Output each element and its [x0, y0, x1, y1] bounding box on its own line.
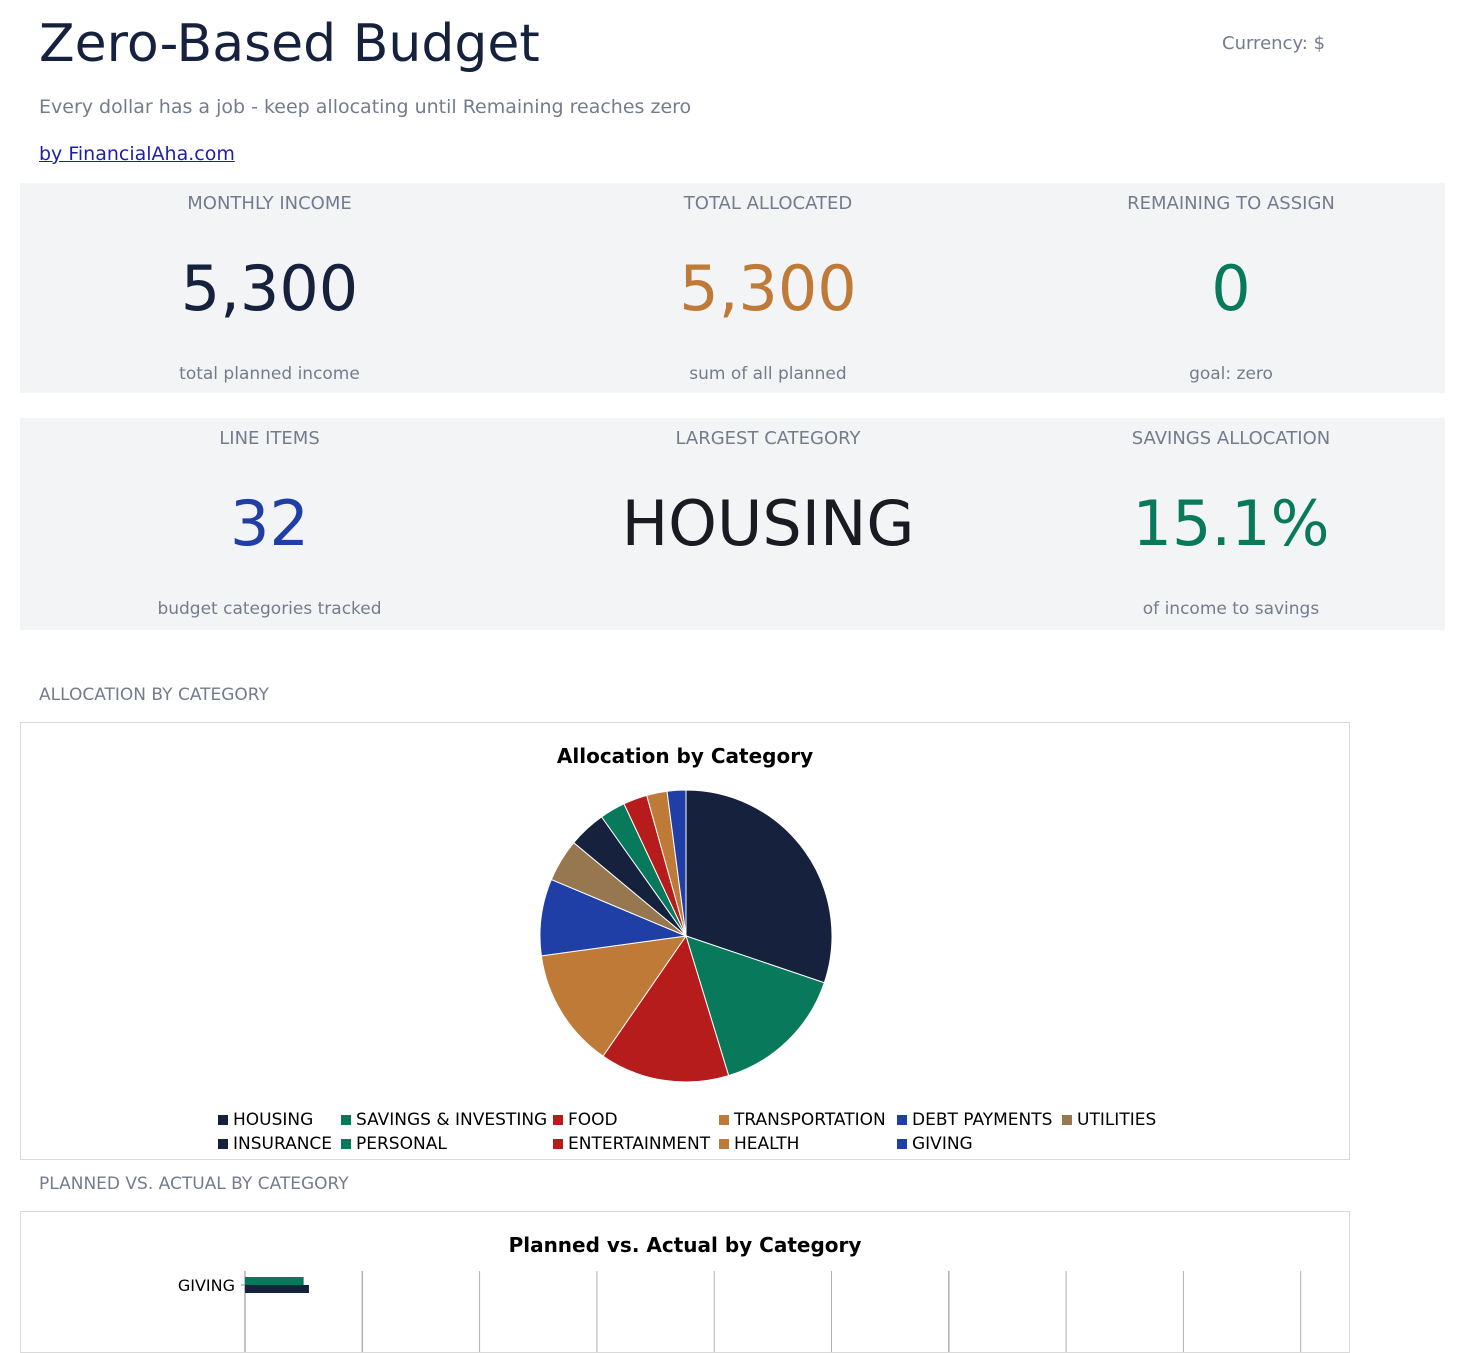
kpi-note: budget categories tracked — [157, 599, 382, 619]
kpi-label: LARGEST CATEGORY — [675, 428, 861, 449]
planned-vs-actual-chart: Planned vs. Actual by Category GIVING — [20, 1211, 1350, 1353]
bar-series-1 — [245, 1277, 304, 1285]
page-title: Zero-Based Budget — [39, 14, 540, 74]
kpi-value: 5,300 — [679, 252, 857, 325]
kpi-label: TOTAL ALLOCATED — [683, 193, 853, 214]
legend-item: ENTERTAINMENT — [553, 1134, 710, 1154]
legend-swatch — [897, 1115, 907, 1125]
legend-label: SAVINGS & INVESTING — [356, 1110, 548, 1130]
legend-swatch — [897, 1139, 907, 1149]
legend-item: TRANSPORTATION — [719, 1110, 886, 1130]
kpi-label: REMAINING TO ASSIGN — [1127, 193, 1335, 214]
kpi-note: sum of all planned — [689, 364, 847, 384]
legend-swatch — [1062, 1115, 1072, 1125]
kpi-value: 5,300 — [180, 252, 359, 325]
pie-slice-housing — [685, 789, 833, 984]
section-label-allocation: ALLOCATION BY CATEGORY — [39, 685, 269, 705]
legend-label: HOUSING — [233, 1110, 314, 1130]
legend-swatch — [341, 1115, 351, 1125]
kpi-value: 15.1% — [1132, 487, 1330, 560]
legend-label: FOOD — [568, 1110, 618, 1130]
legend-swatch — [218, 1139, 228, 1149]
kpi-row-summary: MONTHLY INCOME 5,300 total planned incom… — [20, 183, 1445, 393]
kpi-monthly-income: MONTHLY INCOME 5,300 total planned incom… — [20, 183, 519, 393]
bar-series-2 — [245, 1285, 309, 1293]
kpi-value: 32 — [230, 487, 309, 560]
legend-label: INSURANCE — [233, 1134, 333, 1154]
kpi-note: total planned income — [179, 364, 360, 384]
legend-item: SAVINGS & INVESTING — [341, 1110, 547, 1130]
pie-slice-transportation — [540, 935, 688, 1057]
kpi-largest-category: LARGEST CATEGORY HOUSING — [519, 418, 1017, 630]
pie-slice-giving — [666, 789, 687, 937]
legend-swatch — [719, 1115, 729, 1125]
legend-item: HEALTH — [719, 1134, 799, 1154]
category-label: GIVING — [178, 1276, 235, 1295]
legend-swatch — [553, 1139, 563, 1149]
legend-swatch — [341, 1139, 351, 1149]
legend-label: TRANSPORTATION — [734, 1110, 886, 1130]
kpi-label: MONTHLY INCOME — [187, 193, 352, 214]
legend-swatch — [218, 1115, 228, 1125]
legend-label: HEALTH — [734, 1134, 800, 1154]
chart-title: Planned vs. Actual by Category — [508, 1233, 862, 1257]
pie-slice-savings-investing — [685, 935, 825, 1077]
legend-label: ENTERTAINMENT — [568, 1134, 711, 1154]
byline-link[interactable]: by FinancialAha.com — [39, 143, 235, 165]
legend-item: FOOD — [553, 1110, 618, 1130]
legend-label: UTILITIES — [1077, 1110, 1157, 1130]
kpi-remaining: REMAINING TO ASSIGN 0 goal: zero — [1017, 183, 1445, 393]
currency-label: Currency: $ — [1222, 33, 1326, 54]
kpi-row-details: LINE ITEMS 32 budget categories tracked … — [20, 418, 1445, 630]
allocation-chart: Allocation by Category HOUSING SAVINGS & … — [20, 722, 1350, 1160]
page-subtitle: Every dollar has a job - keep allocating… — [39, 96, 692, 118]
kpi-label: LINE ITEMS — [219, 428, 320, 449]
legend-item: UTILITIES — [1062, 1110, 1156, 1130]
legend-label: PERSONAL — [356, 1134, 447, 1154]
legend-item: INSURANCE — [218, 1134, 332, 1154]
kpi-note: of income to savings — [1142, 599, 1320, 619]
kpi-value: HOUSING — [621, 487, 915, 560]
legend-item: GIVING — [897, 1134, 973, 1154]
kpi-line-items: LINE ITEMS 32 budget categories tracked — [20, 418, 519, 630]
chart-title: Allocation by Category — [556, 744, 814, 768]
kpi-note: goal: zero — [1189, 364, 1273, 384]
kpi-total-allocated: TOTAL ALLOCATED 5,300 sum of all planned — [519, 183, 1017, 393]
legend-swatch — [553, 1115, 563, 1125]
section-label-planned-actual: PLANNED VS. ACTUAL BY CATEGORY — [39, 1174, 349, 1194]
legend-item: DEBT PAYMENTS — [897, 1110, 1052, 1130]
legend-label: GIVING — [912, 1134, 973, 1154]
legend-swatch — [719, 1139, 729, 1149]
legend-item: PERSONAL — [341, 1134, 447, 1154]
kpi-value: 0 — [1211, 252, 1251, 325]
pie-slice-food — [602, 934, 730, 1083]
kpi-savings-allocation: SAVINGS ALLOCATION 15.1% of income to sa… — [1017, 418, 1445, 630]
legend-label: DEBT PAYMENTS — [912, 1110, 1053, 1130]
kpi-label: SAVINGS ALLOCATION — [1131, 428, 1331, 449]
bar-chart-svg: GIVING — [178, 1271, 1302, 1352]
legend-item: HOUSING — [218, 1110, 313, 1130]
pie-chart-svg — [539, 789, 833, 1083]
